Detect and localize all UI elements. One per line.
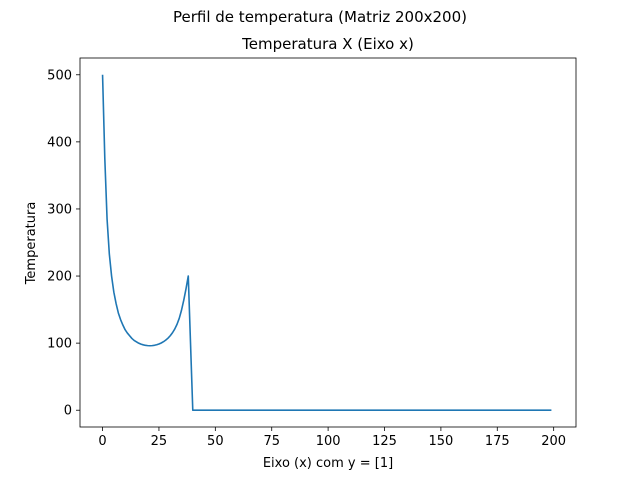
x-tick-label: 100	[316, 434, 341, 449]
x-tick-label: 175	[485, 434, 510, 449]
x-tick-label: 125	[372, 434, 397, 449]
series-line	[101, 74, 552, 412]
x-axis-label: Eixo (x) com y = [1]	[263, 456, 393, 471]
y-tick-label: 400	[47, 135, 72, 150]
y-tick-label: 0	[64, 404, 72, 419]
x-tick-label: 200	[541, 434, 566, 449]
y-tick-label: 200	[47, 270, 72, 285]
series-group	[101, 74, 552, 412]
x-tick-label: 150	[428, 434, 453, 449]
x-tick-label: 75	[263, 434, 280, 449]
figure-suptitle: Perfil de temperatura (Matriz 200x200)	[173, 8, 467, 26]
x-tick-label: 50	[207, 434, 224, 449]
y-tick-label: 300	[47, 202, 72, 217]
x-axis: 0 25 50 75 100 125 150 175 200	[98, 427, 566, 449]
y-tick-label: 500	[47, 68, 72, 83]
chart-title: Temperatura X (Eixo x)	[241, 35, 414, 53]
x-tick-label: 25	[151, 434, 168, 449]
y-axis-label: Temperatura	[24, 202, 39, 286]
y-tick-label: 100	[47, 337, 72, 352]
x-tick-label: 0	[98, 434, 106, 449]
y-axis: 0 100 200 300 400 500	[47, 68, 80, 419]
